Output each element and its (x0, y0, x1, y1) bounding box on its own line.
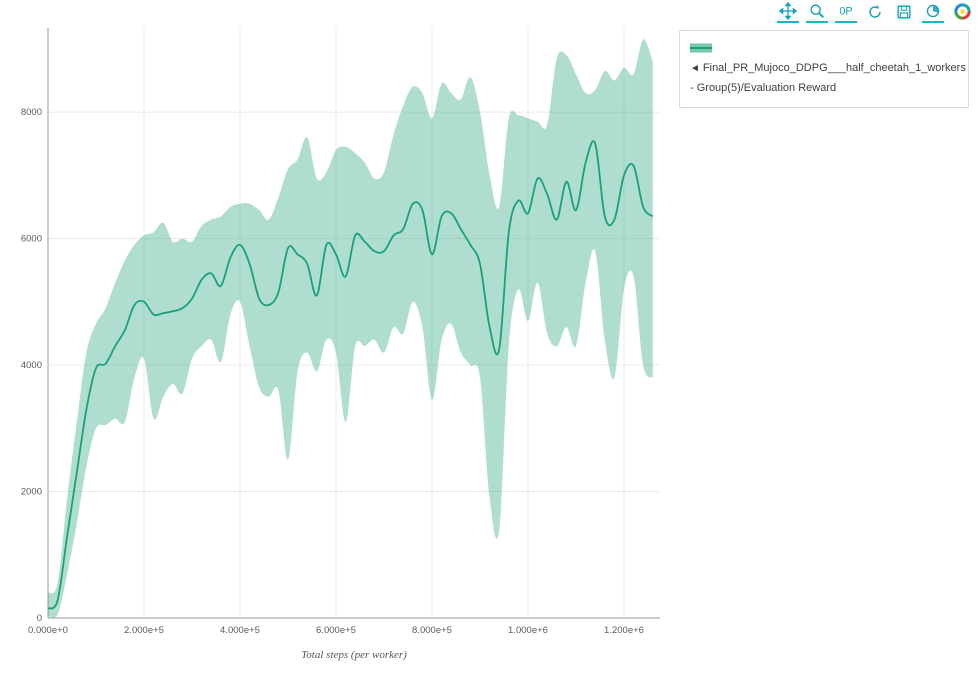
x-tick-label: 0.000e+0 (28, 625, 68, 636)
save-icon (897, 4, 911, 19)
legend-item[interactable]: ◄ Final_PR_Mujoco_DDPG___half_cheetah_1_w… (690, 43, 966, 94)
x-tick-label: 2.000e+5 (124, 625, 164, 636)
timer-button[interactable] (922, 2, 944, 23)
mean-line (47, 140, 654, 610)
legend: ◄ Final_PR_Mujoco_DDPG___half_cheetah_1_w… (679, 30, 969, 108)
x-axis-title: Total steps (per worker) (301, 649, 407, 661)
legend-collapse-icon[interactable]: ◄ (690, 63, 700, 75)
y-tick-label: 0 (37, 613, 42, 624)
svg-text:0P: 0P (839, 5, 852, 17)
refresh-icon (869, 4, 881, 18)
timer-icon (926, 4, 940, 17)
x-tick-label: 1.200e+6 (604, 625, 644, 636)
chart-area: 0 2000 4000 6000 8000 0.000e+0 2.000e+5 4.000e+… (0, 0, 672, 671)
y-tick-label: 4000 (21, 360, 42, 371)
x-tick-label: 6.000e+5 (316, 625, 356, 636)
pan-icon (779, 1, 797, 20)
x-tick-label: 8.000e+5 (412, 625, 452, 636)
x-tick-label: 4.000e+5 (220, 625, 260, 636)
logo-button[interactable] (951, 2, 973, 23)
save-button[interactable] (893, 2, 915, 23)
x-tick-label: 1.000e+6 (508, 625, 548, 636)
chart-svg[interactable]: 0 2000 4000 6000 8000 0.000e+0 2.000e+5 4.000e+… (0, 0, 672, 671)
zoom-icon (810, 3, 825, 18)
legend-item-label: Final_PR_Mujoco_DDPG___half_cheetah_1_wo… (690, 62, 966, 94)
refresh-button[interactable] (864, 2, 886, 23)
pan-button[interactable] (777, 1, 799, 23)
confidence-band (48, 39, 653, 618)
zoom-text-icon: 0P (839, 5, 852, 17)
zoom-button[interactable] (806, 2, 828, 23)
y-tick-label: 6000 (21, 234, 42, 245)
y-tick-label: 2000 (21, 487, 42, 498)
logo-icon (953, 3, 971, 20)
y-tick-label: 8000 (21, 107, 42, 118)
zoom-percent-button[interactable]: 0P (835, 2, 857, 23)
toolbar: 0P (777, 1, 973, 23)
legend-swatch-icon (690, 43, 712, 53)
